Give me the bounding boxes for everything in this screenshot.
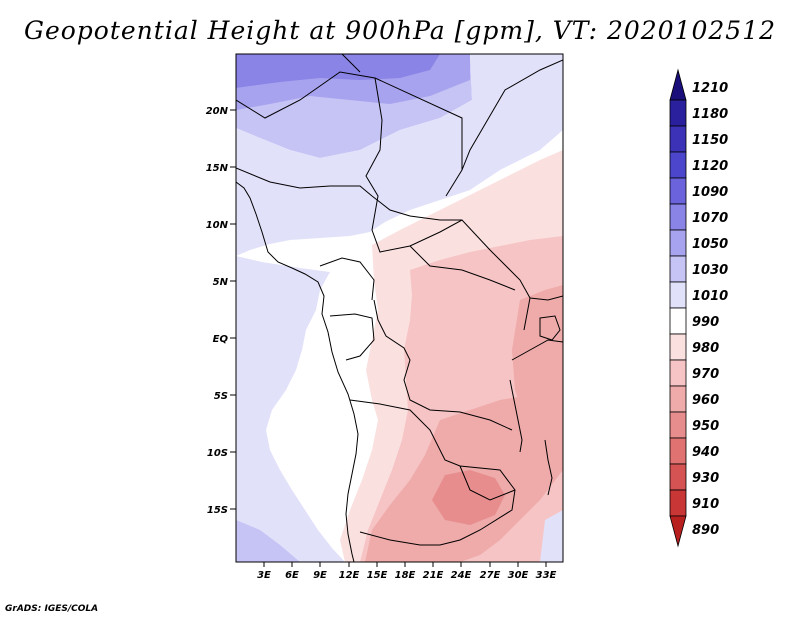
band-950 [432,470,505,525]
lat-label: 15N [206,163,229,174]
colorbar: 1210 1180 1150 1120 1090 1070 1050 1030 1010 990 9… [669,68,728,548]
lon-label: 12E [339,570,360,581]
tick-marks [230,109,547,567]
lon-label: 3E [257,570,271,581]
lon-label: 21E [423,570,444,581]
border-chad [371,195,462,221]
band-1090 [236,54,440,88]
lon-label: 18E [395,570,416,581]
colorbar-label: 1180 [692,107,728,122]
colorbar-label: 910 [692,497,719,512]
band-1030 [236,54,563,256]
border-central-2 [409,245,516,291]
band-se [540,510,563,562]
lon-label: 27E [480,570,501,581]
colorbar-swatch [669,203,687,231]
colorbar-arrow-bottom [669,515,687,548]
height-field [236,54,563,562]
colorbar-label: 980 [692,341,719,356]
border-nile [461,59,563,171]
colorbar-swatch [669,255,687,283]
lake-victoria [539,315,561,341]
border-sahel [236,167,373,197]
coastline-west [236,181,359,562]
lat-label: 20N [206,106,229,117]
longitude-labels: 3E 6E 9E 12E 15E 18E 21E 24E 27E 30E 33E [257,570,556,581]
colorbar-swatch [669,489,687,517]
colorbar-label: 1010 [692,289,728,304]
lon-label: 33E [536,570,557,581]
lon-label: 15E [367,570,388,581]
colorbar-label: 930 [692,471,719,486]
border-north-1 [236,71,463,197]
colorbar-swatch [669,307,687,335]
lat-label: 10S [207,448,228,459]
colorbar-swatch [669,99,687,127]
colorbar-swatch [669,385,687,413]
border-east [529,295,563,301]
lat-label: 5S [214,391,228,402]
lon-label: 6E [285,570,299,581]
colorbar-swatch [669,151,687,179]
border-cameroon [319,257,375,301]
lon-label: 30E [508,570,529,581]
map-borders [236,54,563,562]
lat-label: EQ [213,334,229,345]
colorbar-swatch [669,229,687,257]
colorbar-label: 990 [692,315,719,330]
colorbar-label: 1050 [692,237,728,252]
colorbar-label: 1030 [692,263,728,278]
lake-tanganyika [509,379,523,453]
lon-label: 9E [313,570,327,581]
lat-label: 5N [213,277,229,288]
border-gabon [329,313,375,361]
colorbar-swatch [669,333,687,361]
colorbar-label: 890 [692,523,719,538]
colorbar-swatch [669,281,687,309]
colorbar-swatch [669,411,687,439]
colorbar-swatch [669,177,687,205]
map-title: Geopotential Height at 900hPa [gpm], VT:… [23,16,777,45]
colorbar-label: 1150 [692,133,728,148]
colorbar-arrow-top [669,68,687,101]
border-congo [373,299,513,431]
border-north-3 [341,54,361,73]
colorbar-label: 1070 [692,211,728,226]
lat-label: 15S [207,505,228,516]
map-frame [235,53,564,563]
colorbar-label: 960 [692,393,719,408]
border-zambia [459,465,516,501]
lat-label: 10N [206,220,229,231]
colorbar-swatch [669,359,687,387]
colorbar-label: 970 [692,367,719,382]
colorbar-label: 940 [692,445,719,460]
band-east [512,285,563,430]
band-ocean [236,256,345,562]
colorbar-label: 1090 [692,185,728,200]
colorbar-swatch [669,125,687,153]
colorbar-label: 1120 [692,159,728,174]
colorbar-swatch [669,463,687,491]
lon-label: 24E [451,570,472,581]
border-east-2 [511,339,563,361]
lake-malawi [544,439,553,496]
credit-text: GrADS: IGES/COLA [5,604,99,614]
border-north-2 [365,77,383,231]
band-sw [236,520,300,562]
colorbar-label: 1210 [692,81,728,96]
latitude-labels: 20N 15N 10N 5N EQ 5S 10S 15S [206,106,229,516]
colorbar-label: 950 [692,419,719,434]
colorbar-swatch [669,437,687,465]
